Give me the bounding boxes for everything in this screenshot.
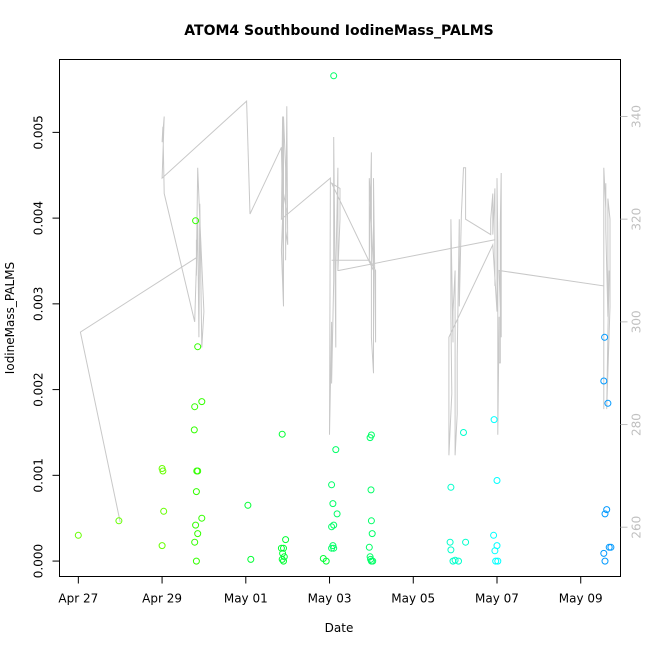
data-point — [330, 544, 338, 552]
data-point — [601, 557, 609, 565]
data-point — [192, 488, 200, 496]
line-series — [79, 99, 611, 523]
x-tick-label: Apr 29 — [142, 592, 182, 606]
data-point — [490, 416, 498, 424]
x-tick-label: May 05 — [391, 592, 435, 606]
y-tick-label: 0.003 — [32, 287, 46, 321]
y-axis: 0.000 0.001 0.002 0.003 0.004 0.005 — [32, 115, 60, 578]
data-point — [601, 333, 609, 341]
data-point — [460, 429, 467, 436]
data-point — [605, 543, 613, 551]
data-point — [367, 517, 375, 525]
data-point — [198, 514, 206, 522]
data-point — [192, 217, 200, 225]
x-tick-label: May 07 — [475, 592, 519, 606]
data-point — [367, 431, 375, 439]
data-point — [191, 538, 199, 546]
plot-frame — [59, 59, 621, 577]
data-point — [329, 500, 337, 508]
data-point — [446, 538, 454, 546]
data-point — [603, 506, 611, 514]
x-tick-label: May 03 — [308, 592, 352, 606]
data-point — [192, 557, 200, 565]
data-point — [330, 521, 338, 529]
data-point — [365, 543, 373, 551]
data-point — [604, 399, 612, 407]
y2-tick-label: 320 — [630, 208, 644, 231]
data-point — [451, 556, 459, 564]
data-point — [368, 530, 376, 538]
data-point — [447, 483, 455, 491]
data-point — [74, 531, 82, 539]
y-tick-label: 0.004 — [32, 201, 46, 235]
data-point — [322, 557, 330, 565]
data-point — [491, 547, 499, 555]
y2-tick-label: 260 — [630, 516, 644, 539]
data-point — [280, 544, 287, 552]
data-point — [278, 555, 286, 563]
data-point — [328, 481, 336, 489]
x-tick-label: Apr 27 — [58, 592, 98, 606]
data-point — [194, 343, 202, 351]
data-point — [328, 523, 336, 531]
data-point — [247, 555, 255, 563]
data-point — [160, 507, 168, 515]
data-point — [447, 546, 455, 554]
data-point — [601, 510, 609, 518]
data-point — [455, 557, 462, 565]
series-line — [79, 99, 611, 523]
data-point — [158, 542, 166, 550]
y-axis-label: IodineMass_PALMS — [3, 262, 17, 374]
data-point — [333, 510, 341, 518]
x-tick-label: May 09 — [559, 592, 603, 606]
data-point — [330, 72, 338, 80]
data-point — [194, 467, 202, 475]
chart-title: ATOM4 Southbound IodineMass_PALMS — [184, 23, 493, 39]
data-point — [282, 536, 290, 544]
data-point — [159, 467, 167, 475]
x-axis: Apr 27 Apr 29 May 01 May 03 May 05 May 07 May … — [58, 576, 603, 606]
data-point — [600, 549, 608, 557]
y2-tick-label: 340 — [630, 105, 644, 128]
data-point — [191, 403, 199, 411]
data-point — [328, 544, 336, 552]
data-point — [494, 557, 502, 565]
data-point — [490, 531, 498, 539]
data-point — [278, 430, 286, 438]
data-point — [332, 446, 340, 454]
y2-axis: 260 280 300 320 340 — [620, 105, 644, 539]
data-point — [280, 557, 287, 565]
y-tick-label: 0.000 — [32, 544, 46, 578]
data-point — [115, 517, 123, 525]
data-point — [192, 521, 200, 529]
data-point — [367, 486, 375, 494]
data-point — [492, 557, 500, 565]
x-tick-label: May 01 — [224, 592, 268, 606]
x-axis-label: Date — [325, 621, 354, 635]
data-point — [198, 398, 206, 406]
y-tick-label: 0.005 — [32, 115, 46, 149]
data-point — [194, 530, 202, 538]
data-point — [600, 377, 608, 385]
data-point — [493, 477, 501, 484]
data-point — [277, 544, 285, 552]
data-point — [369, 557, 377, 565]
y-tick-label: 0.002 — [32, 372, 46, 406]
scatter-points — [74, 72, 615, 565]
data-point — [190, 426, 198, 434]
y2-tick-label: 280 — [630, 413, 644, 436]
data-point — [462, 538, 470, 546]
y-tick-label: 0.001 — [32, 458, 46, 492]
y2-tick-label: 300 — [630, 310, 644, 333]
data-point — [244, 501, 252, 509]
